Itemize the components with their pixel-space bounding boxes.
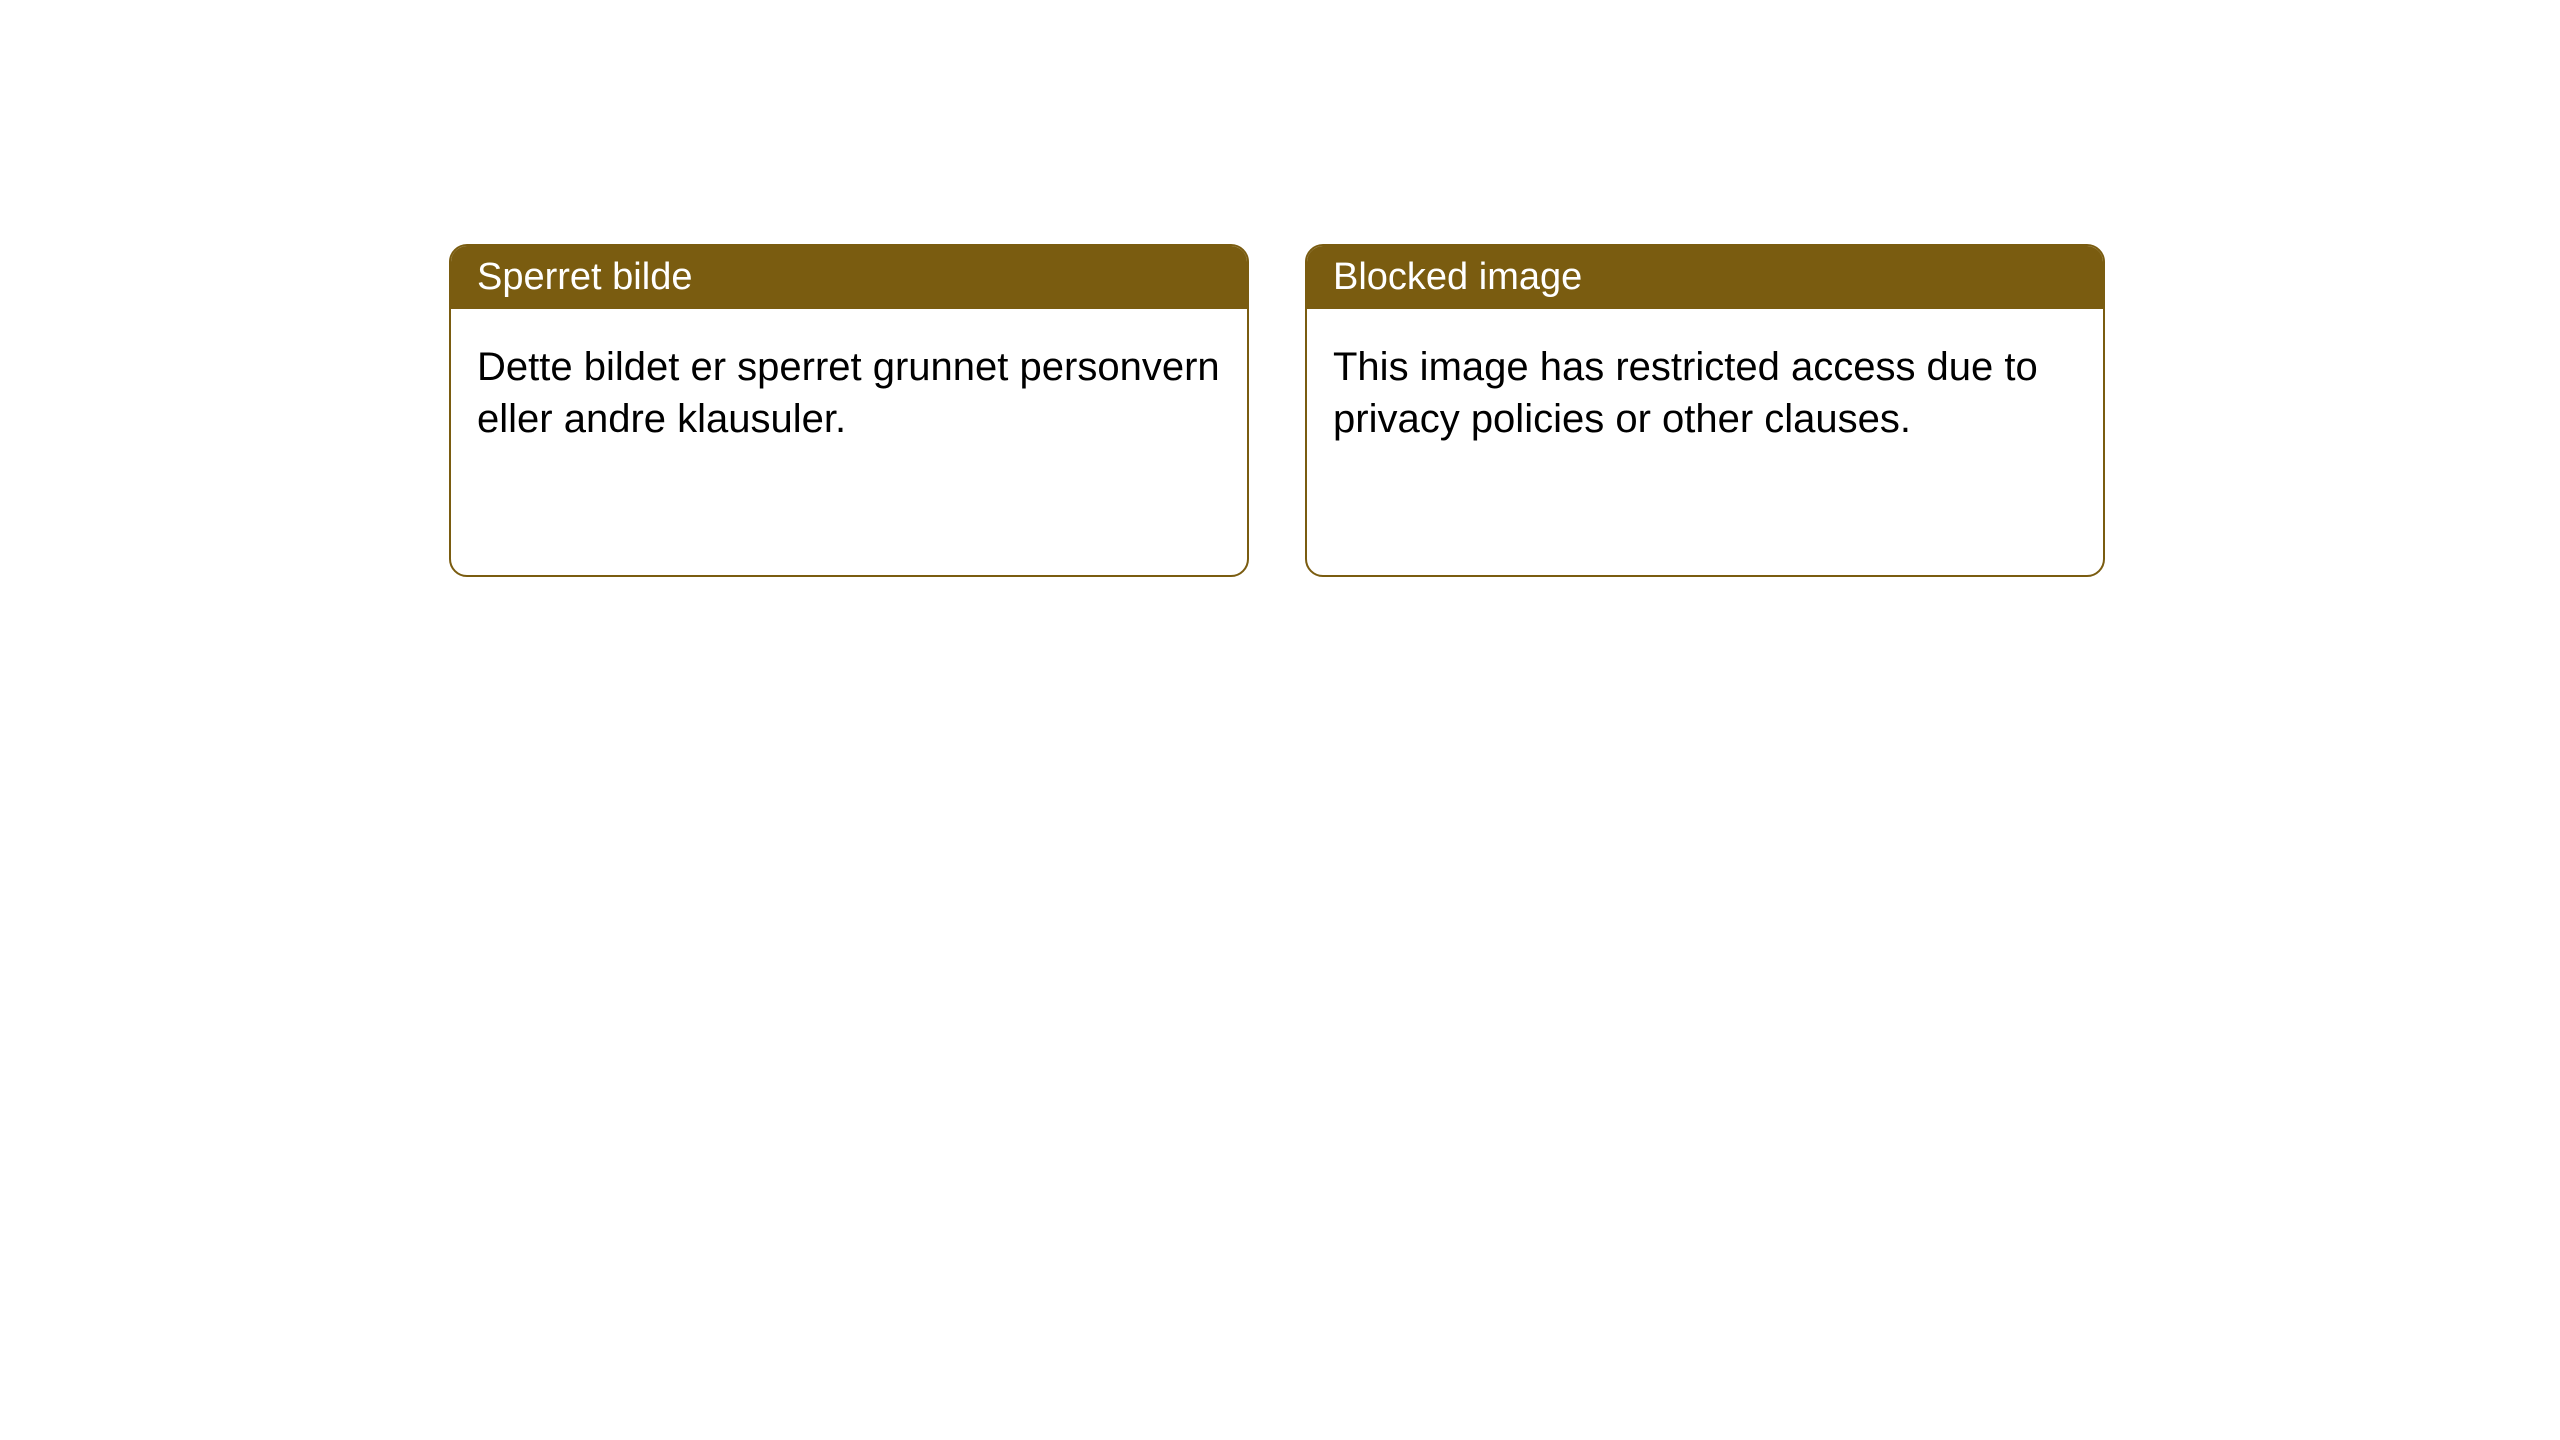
notice-text: This image has restricted access due to …: [1333, 345, 2038, 441]
notice-title: Blocked image: [1333, 256, 1582, 298]
notice-header: Sperret bilde: [451, 246, 1247, 309]
notice-title: Sperret bilde: [477, 256, 692, 298]
notice-header: Blocked image: [1307, 246, 2103, 309]
notice-body: Dette bildet er sperret grunnet personve…: [451, 309, 1247, 477]
notice-card-english: Blocked image This image has restricted …: [1305, 244, 2105, 577]
notice-container: Sperret bilde Dette bildet er sperret gr…: [449, 244, 2105, 577]
notice-text: Dette bildet er sperret grunnet personve…: [477, 345, 1220, 441]
notice-card-norwegian: Sperret bilde Dette bildet er sperret gr…: [449, 244, 1249, 577]
notice-body: This image has restricted access due to …: [1307, 309, 2103, 477]
